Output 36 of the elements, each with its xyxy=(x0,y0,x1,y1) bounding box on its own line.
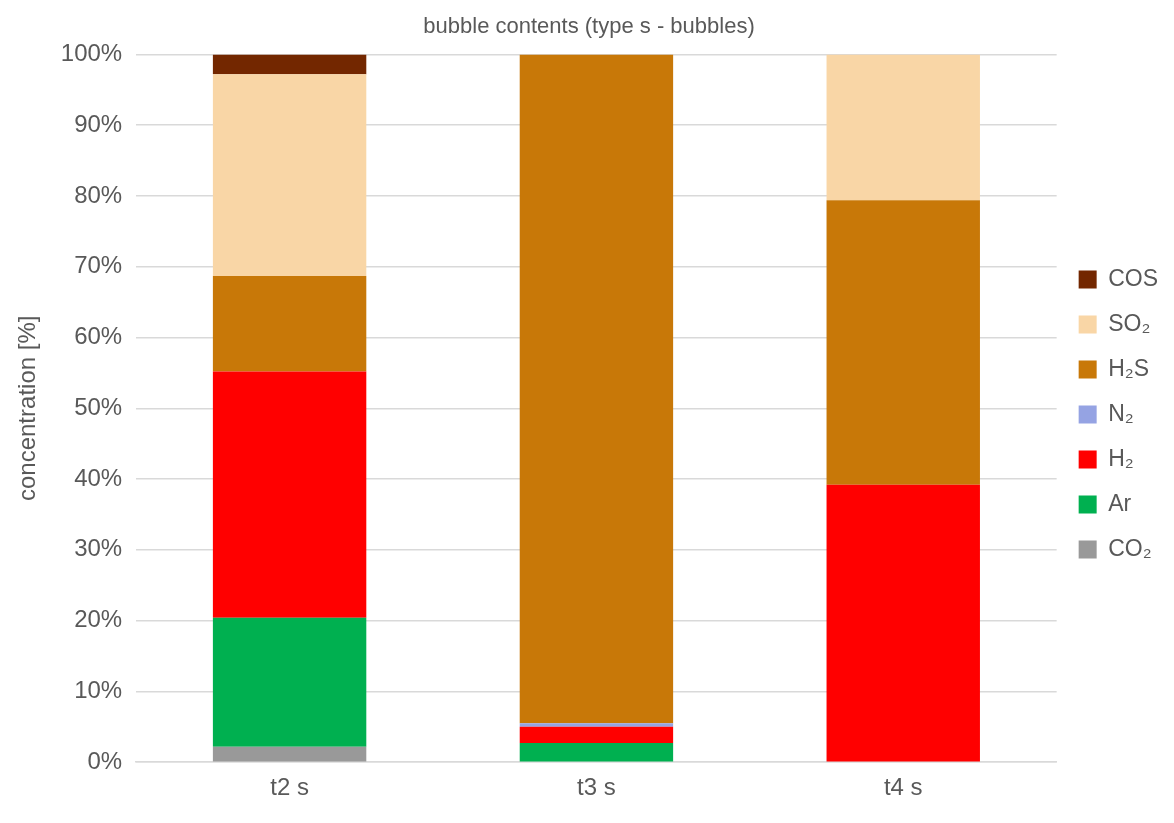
bar xyxy=(519,726,674,744)
bar xyxy=(212,371,367,618)
legend-label: H₂ xyxy=(1108,444,1134,471)
bar xyxy=(212,54,367,75)
x-tick-label: t4 s xyxy=(883,773,923,801)
y-tick-label: 100% xyxy=(60,39,123,67)
bar xyxy=(826,200,980,485)
bar xyxy=(212,74,367,276)
bar xyxy=(519,743,674,762)
y-tick-label: 60% xyxy=(74,322,123,350)
bar xyxy=(826,54,980,201)
bar xyxy=(212,617,367,747)
bar xyxy=(212,746,367,762)
legend-label: CO₂ xyxy=(1108,534,1152,561)
legend-label: COS xyxy=(1108,264,1158,291)
x-tick-label: t3 s xyxy=(577,773,616,801)
legend-label: N₂ xyxy=(1108,399,1134,426)
legend-label: SO₂ xyxy=(1108,309,1151,336)
x-tick-label: t2 s xyxy=(270,773,309,801)
y-tick-label: 50% xyxy=(74,392,123,420)
y-tick-label: 30% xyxy=(74,534,123,562)
y-tick-label: 40% xyxy=(74,463,123,491)
bar xyxy=(212,275,367,372)
y-axis-title: concentration [%] xyxy=(13,315,41,502)
y-tick-label: 0% xyxy=(87,746,123,774)
y-tick-label: 90% xyxy=(74,109,123,137)
y-tick-label: 20% xyxy=(74,605,123,633)
legend-label: H₂S xyxy=(1108,354,1150,381)
y-tick-label: 70% xyxy=(74,251,123,279)
bar xyxy=(519,54,674,724)
y-tick-label: 10% xyxy=(74,676,123,704)
bar xyxy=(519,723,674,727)
legend-label: Ar xyxy=(1108,489,1132,516)
y-tick-label: 80% xyxy=(74,180,123,208)
bar xyxy=(826,484,980,762)
chart-title: bubble contents (type s - bubbles) xyxy=(423,13,755,39)
